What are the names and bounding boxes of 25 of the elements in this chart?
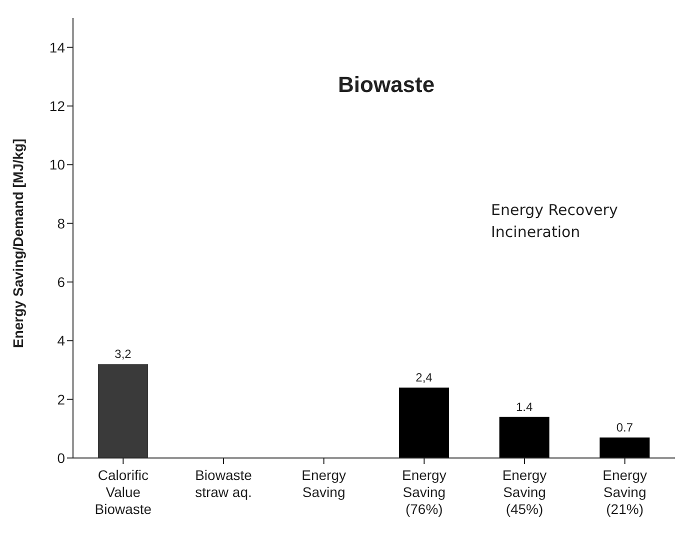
data-label: 0.7 xyxy=(616,420,634,434)
y-tick-label: 6 xyxy=(57,274,66,290)
x-tick-label: Energy Saving (45%) xyxy=(502,467,547,517)
y-axis-title: Energy Saving/Demand [MJ/kg] xyxy=(10,138,26,348)
data-label: 1.4 xyxy=(516,400,533,414)
x-tick-label: Energy Saving xyxy=(302,467,346,500)
y-tick-label: 12 xyxy=(49,98,66,114)
y-tick-label: 14 xyxy=(49,39,66,56)
annotation: Energy Recovery Incineration xyxy=(491,200,619,243)
bar xyxy=(600,437,650,458)
y-tick-label: 8 xyxy=(57,215,66,232)
x-tick-label: Calorific Value Biowaste xyxy=(94,467,152,517)
x-tick-label: Energy Saving (21%) xyxy=(602,467,648,517)
y-tick-label: 2 xyxy=(57,391,66,408)
bar xyxy=(98,364,148,458)
x-tick-label: Biowaste straw aq. xyxy=(195,467,252,500)
text: Biowaste xyxy=(338,72,435,98)
y-tick-label: 4 xyxy=(57,332,66,349)
y-tick-label: 10 xyxy=(49,156,66,173)
data-label: 3,2 xyxy=(114,347,132,362)
data-label: 2,4 xyxy=(416,370,433,385)
bar xyxy=(499,416,550,458)
y-tick-label: 0 xyxy=(57,450,66,466)
bar xyxy=(399,388,449,458)
x-tick-label: Energy Saving (76%) xyxy=(402,467,446,517)
